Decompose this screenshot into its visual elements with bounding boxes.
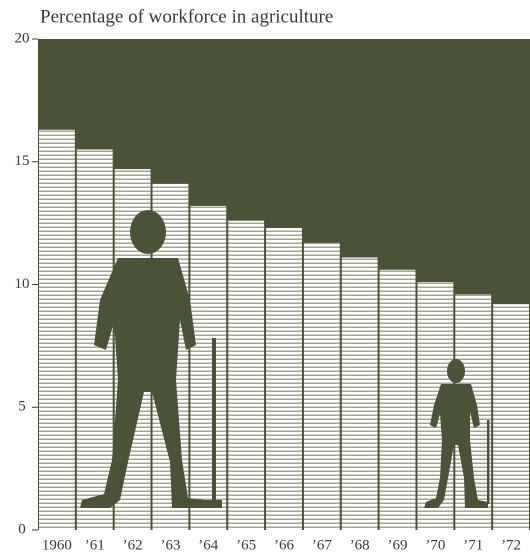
x-tick-label: ’70: [425, 537, 445, 553]
farmer-silhouettes: [80, 210, 490, 508]
y-tick-label: 20: [15, 30, 30, 46]
x-tick-label: ’68: [350, 537, 370, 553]
x-tick-label: ’71: [463, 537, 483, 553]
x-tick-label: ’69: [388, 537, 408, 553]
bar: [228, 220, 265, 531]
bar: [493, 304, 529, 530]
bar: [341, 257, 378, 530]
x-tick-label: ’66: [274, 537, 294, 553]
x-tick-label: ’62: [123, 537, 143, 553]
x-tick-label: 1960: [42, 537, 72, 553]
y-tick-label: 10: [15, 276, 30, 292]
bar: [303, 242, 340, 530]
bar: [39, 129, 75, 530]
x-tick-label: ’64: [198, 537, 218, 553]
y-tick-label: 0: [18, 521, 26, 537]
y-tick-label: 15: [15, 153, 30, 169]
x-tick-label: ’67: [312, 537, 332, 553]
bar: [266, 228, 302, 530]
x-tick-label: ’65: [236, 537, 256, 553]
y-tick-label: 5: [18, 399, 26, 415]
chart-title: Percentage of workforce in agriculture: [40, 6, 333, 27]
x-tick-label: ’72: [501, 537, 521, 553]
bar: [190, 205, 227, 530]
x-tick-label: ’63: [160, 537, 180, 553]
x-tick-label: ’61: [85, 537, 105, 553]
bar: [379, 269, 416, 530]
